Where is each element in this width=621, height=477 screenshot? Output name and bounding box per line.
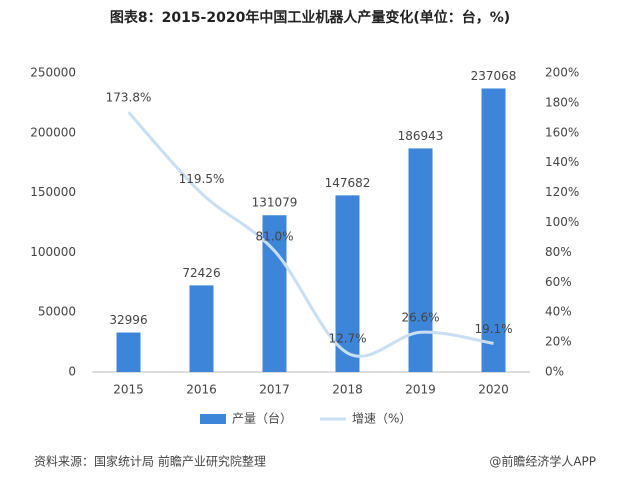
y2-tick-label: 0% <box>545 365 564 379</box>
y2-tick-label: 100% <box>545 215 579 229</box>
y-tick-label: 50000 <box>38 305 76 319</box>
line-value-label: 81.0% <box>255 229 293 243</box>
bar-value-label: 147682 <box>325 176 371 190</box>
source: 资料来源：国家统计局 前瞻产业研究院整理 <box>34 454 266 469</box>
y-tick-label: 100000 <box>30 245 76 259</box>
legend-label: 增速（%） <box>352 412 411 426</box>
bar-value-label: 131079 <box>252 196 298 210</box>
y-tick-label: 250000 <box>30 66 76 80</box>
bar <box>116 332 141 372</box>
line-value-label: 173.8% <box>106 91 152 105</box>
y2-tick-label: 20% <box>545 335 572 349</box>
bar-value-label: 237068 <box>471 69 517 83</box>
y-tick-label: 0 <box>68 365 76 379</box>
line-value-label: 26.6% <box>401 311 439 325</box>
bar <box>408 148 433 372</box>
x-tick-label: 2017 <box>259 383 290 397</box>
bar <box>481 88 506 372</box>
bar <box>335 195 360 372</box>
line-value-label: 12.7% <box>328 332 366 346</box>
line-value-label: 119.5% <box>179 172 225 186</box>
bar-value-label: 186943 <box>398 129 444 143</box>
y2-tick-label: 80% <box>545 245 572 259</box>
y2-tick-label: 160% <box>545 125 579 139</box>
y2-tick-label: 40% <box>545 305 572 319</box>
legend-swatch <box>200 414 226 424</box>
credit: @前瞻经济学人APP <box>489 454 596 469</box>
chart-title: 图表8：2015-2020年中国工业机器人产量变化(单位：台，%) <box>110 9 510 26</box>
bar-value-label: 32996 <box>109 313 147 327</box>
y2-tick-label: 200% <box>545 66 579 80</box>
line <box>127 111 494 358</box>
y2-tick-label: 140% <box>545 155 579 169</box>
y2-tick-label: 120% <box>545 185 579 199</box>
bar-value-label: 72426 <box>182 266 220 280</box>
x-tick-label: 2018 <box>332 383 363 397</box>
x-tick-label: 2020 <box>478 383 509 397</box>
x-tick-label: 2016 <box>186 383 217 397</box>
x-tick-label: 2015 <box>113 383 144 397</box>
bar <box>189 285 214 372</box>
y-tick-label: 150000 <box>30 185 76 199</box>
x-tick-label: 2019 <box>405 383 436 397</box>
line-value-label: 19.1% <box>474 322 512 336</box>
y2-tick-label: 60% <box>545 275 572 289</box>
y-tick-label: 200000 <box>30 125 76 139</box>
legend-label: 产量（台） <box>232 411 292 426</box>
y2-tick-label: 180% <box>545 95 579 109</box>
